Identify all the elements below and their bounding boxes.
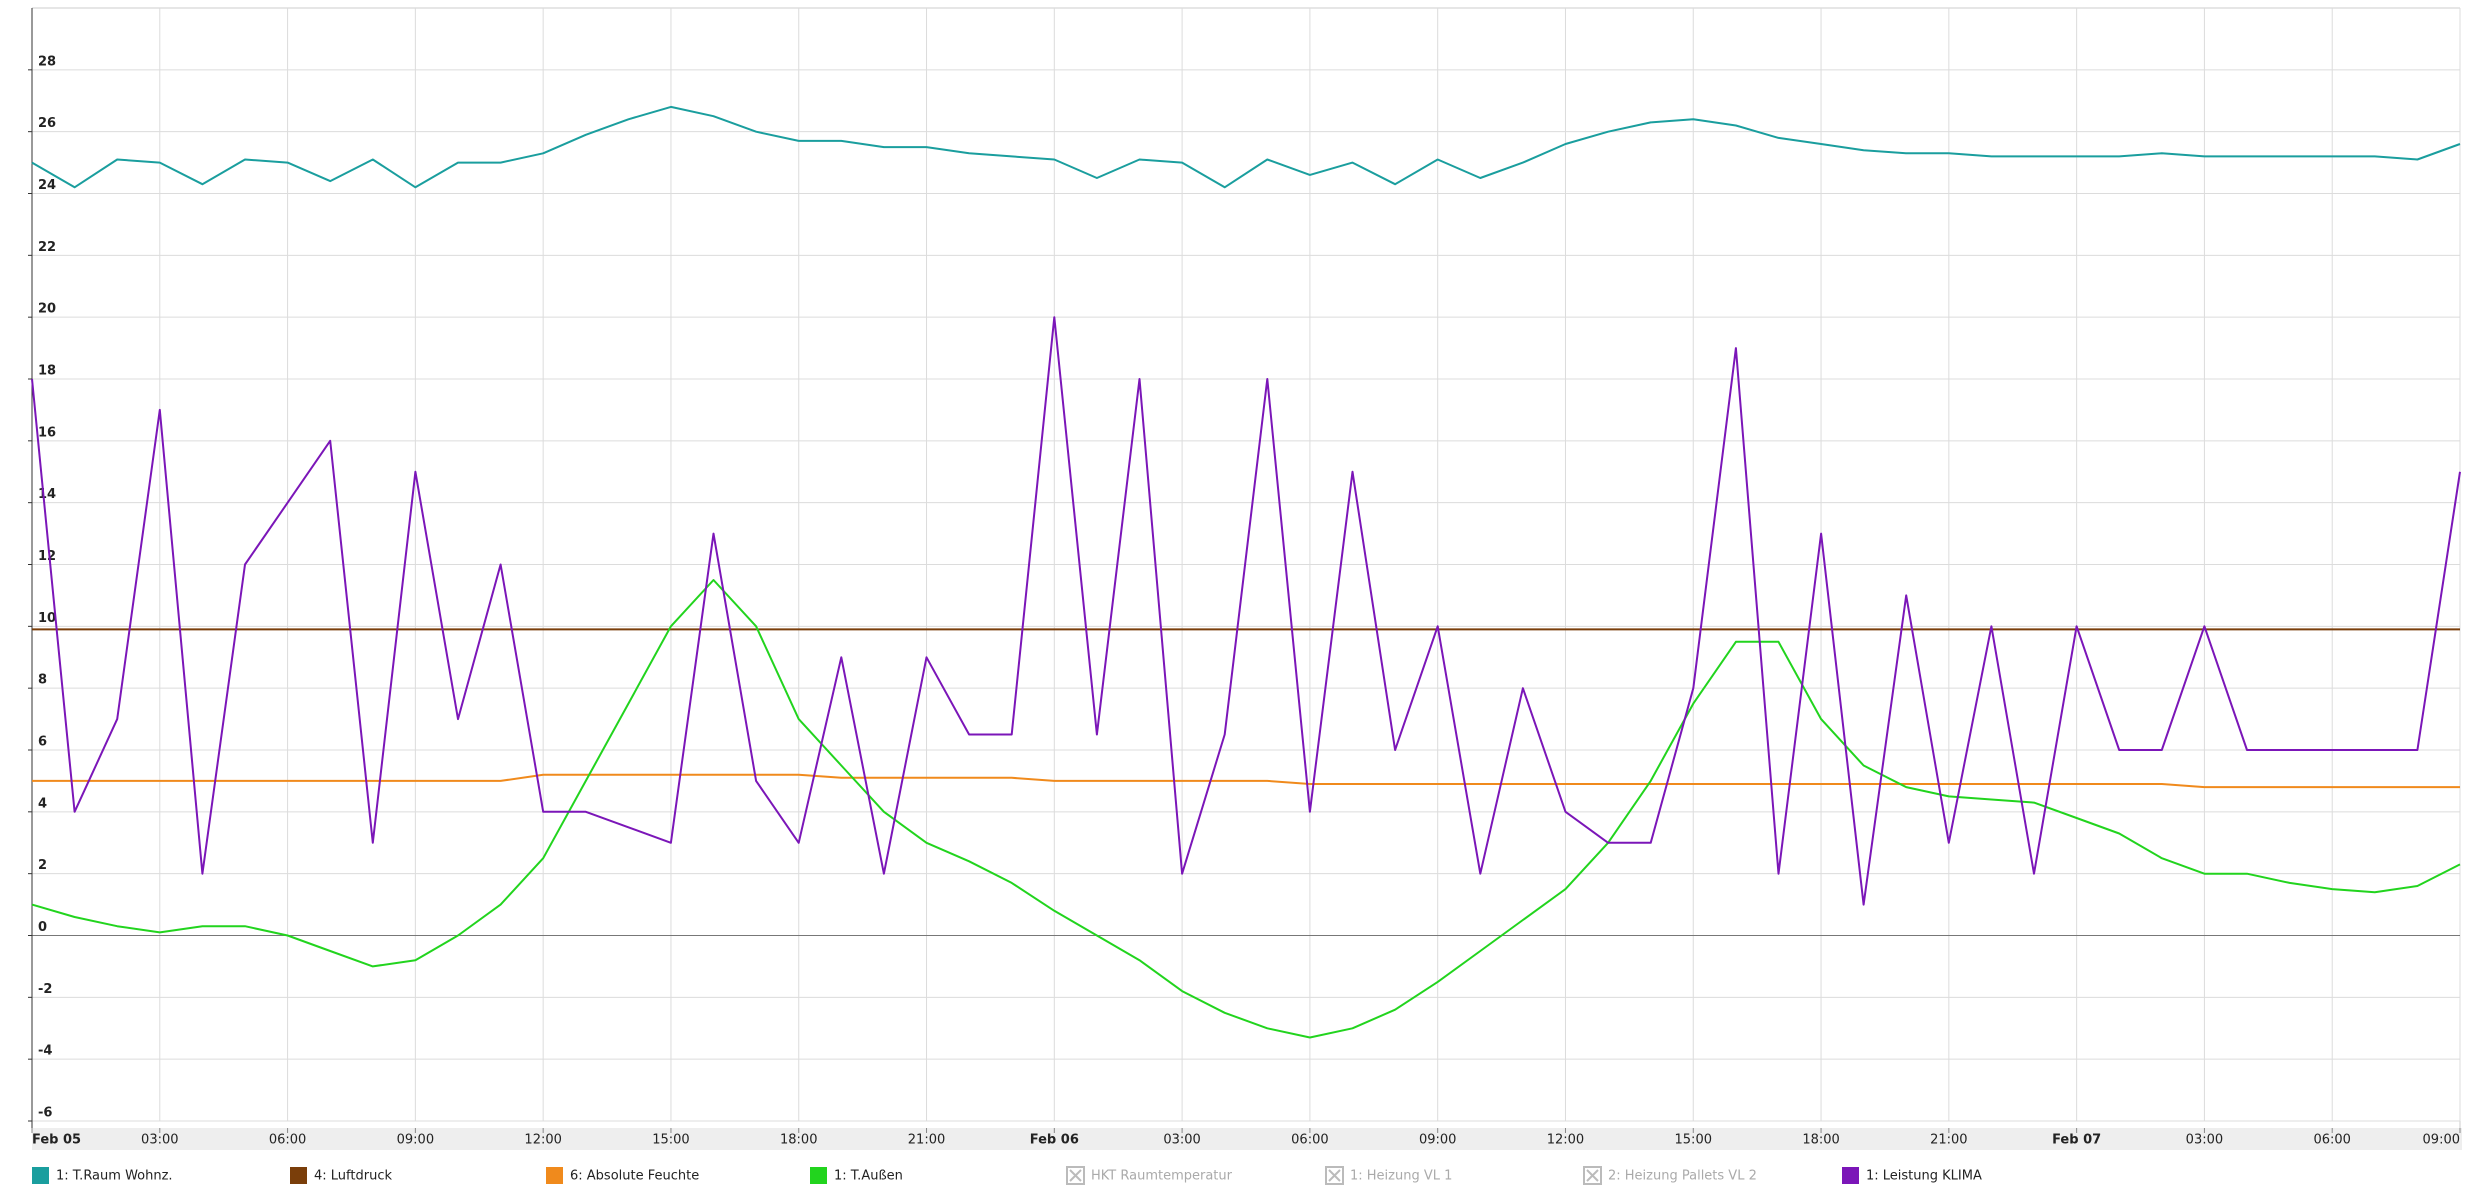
x-tick-label: 18:00: [780, 1133, 817, 1148]
series-line: [32, 773, 2460, 789]
x-tick-label: 09:00: [1419, 1133, 1456, 1148]
x-tick-label: Feb 05: [32, 1133, 81, 1148]
y-tick-label: 12: [38, 549, 56, 564]
series-line: [31, 579, 2461, 1039]
legend-icon-x: [1586, 1169, 1599, 1182]
legend-label: 1: Leistung KLIMA: [1866, 1169, 1982, 1184]
y-tick-label: 28: [38, 54, 56, 69]
x-tick-label: 03:00: [2186, 1133, 2223, 1148]
x-tick-label: 15:00: [652, 1133, 689, 1148]
legend-swatch: [290, 1167, 307, 1184]
y-tick-label: 2: [38, 858, 47, 873]
x-tick-label: 09:00: [397, 1133, 434, 1148]
legend-item[interactable]: 1: Leistung KLIMA: [1842, 1167, 1982, 1184]
y-tick-label: 22: [38, 240, 56, 255]
legend-label: 4: Luftdruck: [314, 1169, 392, 1184]
y-tick-label: 0: [38, 920, 47, 935]
legend-swatch: [32, 1167, 49, 1184]
x-tick-label: Feb 07: [2052, 1133, 2101, 1148]
y-tick-label: 18: [38, 364, 56, 379]
y-tick-label: 24: [38, 178, 56, 193]
y-tick-label: -2: [38, 982, 52, 997]
y-tick-label: -4: [38, 1044, 52, 1059]
legend-swatch: [546, 1167, 563, 1184]
y-tick-label: 6: [38, 735, 47, 750]
legend-label: 1: T.Außen: [834, 1169, 903, 1184]
legend-item[interactable]: 1: T.Außen: [810, 1167, 903, 1184]
legend-item[interactable]: HKT Raumtemperatur: [1066, 1166, 1233, 1185]
legend-icon-x: [1069, 1169, 1082, 1182]
series-line: [31, 316, 2461, 906]
y-tick-label: 20: [38, 302, 56, 317]
legend-item[interactable]: 2: Heizung Pallets VL 2: [1583, 1166, 1757, 1185]
legend-swatch: [1842, 1167, 1859, 1184]
series-line: [31, 105, 2461, 189]
x-tick-label: 06:00: [2313, 1133, 2350, 1148]
y-tick-label: -6: [38, 1106, 52, 1121]
x-tick-label: 18:00: [1802, 1133, 1839, 1148]
x-tick-label: 09:00: [2423, 1133, 2460, 1148]
x-tick-label: 12:00: [524, 1133, 561, 1148]
legend-item[interactable]: 1: T.Raum Wohnz.: [32, 1167, 173, 1184]
x-tick-label: 03:00: [141, 1133, 178, 1148]
x-axis-band: [32, 1128, 2462, 1150]
legend-label: 6: Absolute Feuchte: [570, 1169, 699, 1184]
y-tick-label: 26: [38, 116, 56, 131]
legend-label: 2: Heizung Pallets VL 2: [1608, 1169, 1757, 1184]
y-tick-label: 8: [38, 673, 47, 688]
legend-item[interactable]: 1: Heizung VL 1: [1325, 1166, 1452, 1185]
x-tick-label: 21:00: [1930, 1133, 1967, 1148]
x-tick-label: 06:00: [269, 1133, 306, 1148]
legend-label: 1: Heizung VL 1: [1350, 1169, 1452, 1184]
x-tick-label: 03:00: [1163, 1133, 1200, 1148]
legend-label: 1: T.Raum Wohnz.: [56, 1169, 173, 1184]
y-tick-label: 16: [38, 425, 56, 440]
y-tick-label: 10: [38, 611, 56, 626]
y-tick-label: 14: [38, 487, 56, 502]
x-tick-label: 06:00: [1291, 1133, 1328, 1148]
x-tick-label: 15:00: [1675, 1133, 1712, 1148]
legend-icon-x: [1328, 1169, 1341, 1182]
legend-swatch: [810, 1167, 827, 1184]
x-tick-label: Feb 06: [1030, 1133, 1079, 1148]
x-tick-label: 21:00: [908, 1133, 945, 1148]
legend-item[interactable]: 4: Luftdruck: [290, 1167, 392, 1184]
y-tick-label: 4: [38, 796, 47, 811]
legend-item[interactable]: 6: Absolute Feuchte: [546, 1167, 699, 1184]
legend-label: HKT Raumtemperatur: [1091, 1169, 1233, 1184]
x-tick-label: 12:00: [1547, 1133, 1584, 1148]
